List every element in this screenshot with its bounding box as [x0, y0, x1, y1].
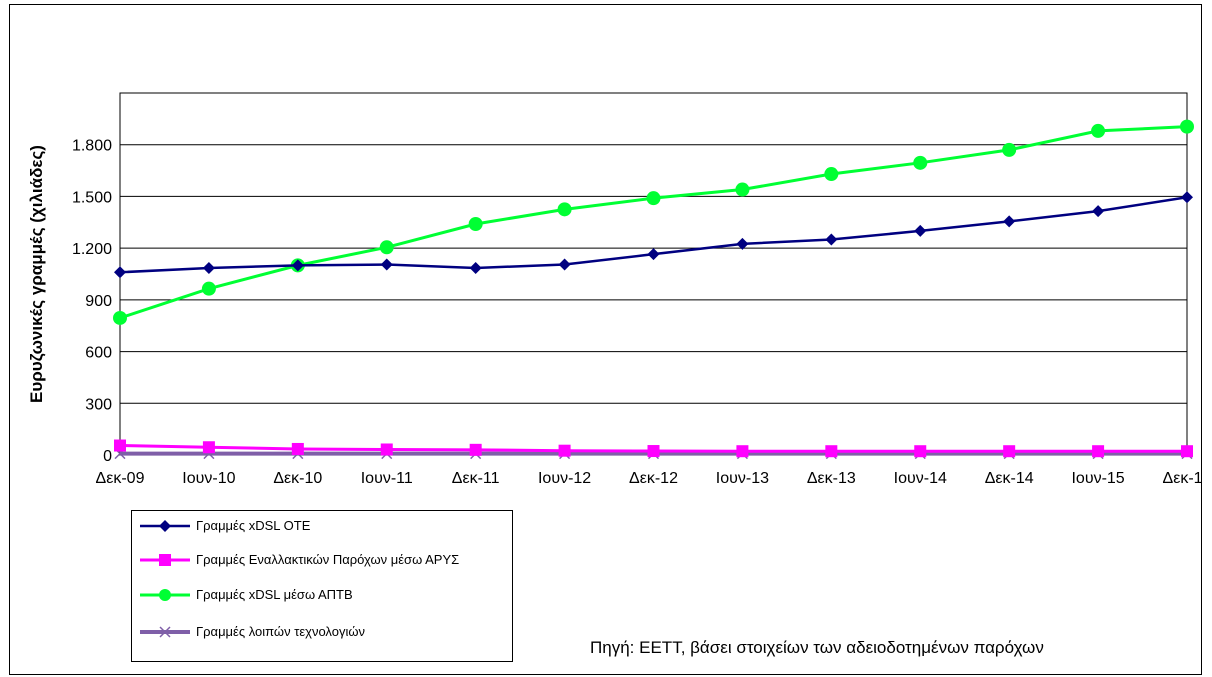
y-tick-label: 1.500: [72, 189, 112, 206]
data-point: [735, 182, 750, 197]
data-point: [380, 258, 393, 271]
legend-symbol-x-icon: [140, 626, 190, 638]
data-point: [558, 258, 571, 271]
line-chart: 0 300 600 900 1.200 1.500 1.800 Δεκ-09 Ιουν-10 Δε…: [27, 92, 1203, 487]
x-tick-label: Ιουν-15: [1071, 470, 1124, 487]
data-point: [1003, 215, 1016, 228]
series-line: [119, 196, 1188, 274]
data-point: [1003, 445, 1016, 458]
x-tick-label: Ιουν-10: [182, 470, 235, 487]
data-point: [1092, 205, 1105, 218]
data-point: [1092, 445, 1105, 458]
y-tick-label: 0: [103, 448, 112, 465]
legend-label: Γραμμές xDSL ΟΤΕ: [196, 518, 311, 533]
y-tick-label: 1.200: [72, 241, 112, 258]
data-point: [202, 261, 215, 274]
series-line: [119, 125, 1188, 320]
y-tick-label: 900: [85, 293, 112, 310]
x-tick-label: Δεκ-09: [96, 470, 145, 487]
data-point: [824, 167, 839, 182]
data-point: [646, 191, 661, 206]
data-point: [1180, 119, 1194, 134]
legend-label: Γραμμές Εναλλακτικών Παρόχων μέσω ΑΡΥΣ: [196, 552, 460, 567]
data-point: [468, 217, 483, 232]
data-point: [736, 237, 749, 250]
y-tick-label: 300: [85, 396, 112, 413]
data-point: [1181, 445, 1193, 458]
data-point: [558, 444, 571, 457]
data-point: [291, 442, 304, 455]
chart-frame: 0 300 600 900 1.200 1.500 1.800 Δεκ-09 Ιουν-10 Δε…: [9, 4, 1203, 675]
data-point: [914, 224, 927, 237]
data-point: [469, 261, 482, 274]
legend-symbol-circle-icon: [140, 589, 190, 601]
data-point: [647, 248, 660, 261]
x-tick-label: Δεκ-13: [807, 470, 856, 487]
data-point: [114, 439, 126, 452]
y-tick-label: 1.800: [72, 138, 112, 155]
data-point: [1181, 191, 1193, 204]
x-tick-label: Ιουν-11: [361, 470, 413, 487]
data-point: [913, 155, 928, 170]
data-point: [113, 310, 127, 325]
legend-symbol-square-icon: [140, 554, 190, 566]
legend-label: Γραμμές xDSL μέσω ΑΠΤΒ: [196, 587, 353, 602]
data-point: [291, 259, 304, 272]
data-point: [825, 445, 838, 458]
x-tick-label: Δεκ-14: [985, 470, 1034, 487]
data-point: [380, 443, 393, 456]
data-point: [647, 445, 660, 458]
data-point: [825, 233, 838, 246]
x-tick-label: Δεκ-15: [1163, 470, 1203, 487]
legend: Γραμμές xDSL ΟΤΕ Γραμμές Εναλλακτικών Πα…: [131, 510, 513, 662]
x-tick-label: Δεκ-11: [452, 470, 500, 487]
y-axis-title: Ευρυζωνικές γραμμές (χιλιάδες): [27, 145, 46, 403]
data-point: [557, 202, 572, 217]
data-point: [379, 240, 394, 255]
x-tick-label: Ιουν-14: [894, 470, 947, 487]
data-point: [1091, 123, 1106, 138]
legend-label: Γραμμές λοιπών τεχνολογιών: [196, 624, 365, 639]
y-tick-label: 600: [85, 345, 112, 362]
data-point: [736, 445, 749, 458]
x-tick-label: Ιουν-12: [538, 470, 591, 487]
data-point: [202, 441, 215, 454]
x-tick-label: Δεκ-10: [273, 470, 322, 487]
legend-symbol-diamond-icon: [140, 520, 190, 532]
x-tick-label: Ιουν-13: [716, 470, 769, 487]
data-point: [914, 445, 927, 458]
data-point: [114, 266, 126, 279]
x-tick-label: Δεκ-12: [629, 470, 678, 487]
source-note: Πηγή: ΕΕΤΤ, βάσει στοιχείων των αδειοδοτ…: [590, 638, 1044, 657]
data-point: [201, 281, 216, 296]
data-point: [469, 443, 482, 456]
data-point: [1002, 142, 1017, 157]
